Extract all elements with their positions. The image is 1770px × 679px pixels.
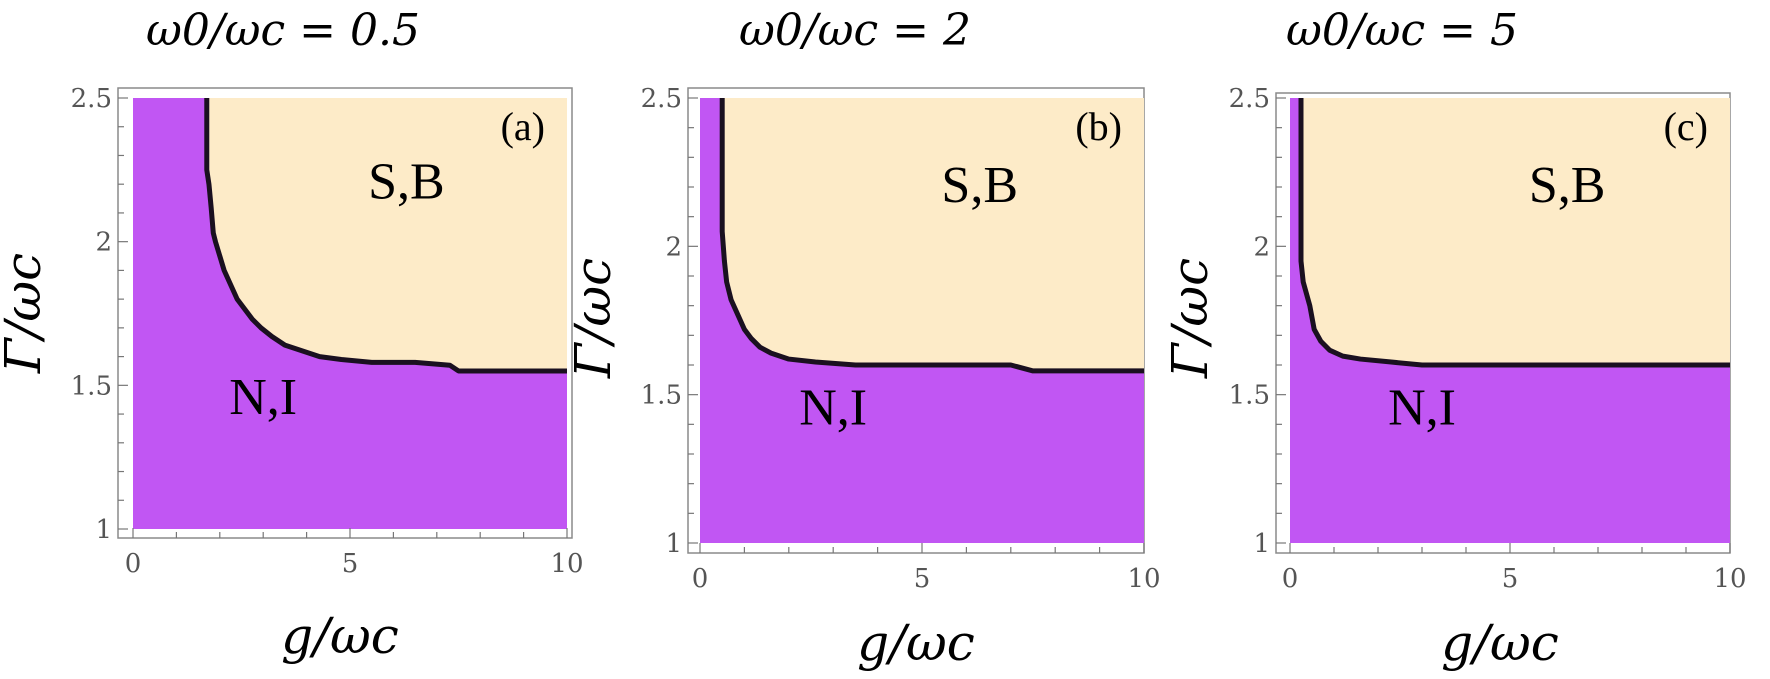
y-axis-label: Γ/ωc bbox=[564, 258, 622, 379]
region-upper-fill bbox=[206, 98, 567, 371]
y-axis-label: Γ/ωc bbox=[0, 253, 52, 374]
x-tick-label: 10 bbox=[1127, 564, 1160, 594]
phase-boundary-line bbox=[1298, 98, 1730, 368]
y-tick-label: 1 bbox=[1253, 529, 1270, 559]
x-tick-label: 0 bbox=[1282, 564, 1299, 594]
x-axis-label: g/ωc bbox=[281, 607, 399, 665]
y-axis-label: Γ/ωc bbox=[1161, 258, 1219, 379]
region-label-lower: N,I bbox=[229, 369, 297, 426]
x-axis-label: g/ωc bbox=[1441, 614, 1559, 672]
panel-letter: (a) bbox=[501, 104, 545, 149]
region-label-lower: N,I bbox=[1388, 379, 1456, 436]
y-tick-label: 2 bbox=[1253, 232, 1270, 262]
region-label-upper: S,B bbox=[368, 154, 445, 211]
y-tick-label: 2 bbox=[95, 228, 112, 258]
x-tick-label: 5 bbox=[914, 564, 931, 594]
y-tick-label: 1 bbox=[665, 529, 682, 559]
y-tick-label: 1.5 bbox=[71, 371, 112, 401]
x-tick-label: 5 bbox=[1502, 564, 1519, 594]
x-tick-label: 0 bbox=[692, 564, 709, 594]
x-tick-label: 10 bbox=[1713, 564, 1746, 594]
panel-title: ω0/ωc = 2 bbox=[739, 5, 971, 56]
region-label-lower: N,I bbox=[799, 379, 867, 436]
x-axis-label: g/ωc bbox=[857, 614, 975, 672]
y-tick-label: 1.5 bbox=[641, 381, 682, 411]
y-tick-label: 1 bbox=[95, 515, 112, 545]
panel-letter: (b) bbox=[1075, 104, 1122, 149]
y-tick-label: 2 bbox=[665, 232, 682, 262]
region-label-upper: S,B bbox=[1529, 157, 1606, 214]
region-upper-fill bbox=[1301, 98, 1730, 365]
panel-title: ω0/ωc = 0.5 bbox=[146, 5, 420, 56]
region-label-upper: S,B bbox=[941, 157, 1018, 214]
x-tick-label: 5 bbox=[342, 549, 359, 579]
y-tick-label: 2.5 bbox=[71, 84, 112, 114]
region-upper-fill bbox=[722, 98, 1144, 371]
panel-letter: (c) bbox=[1664, 104, 1708, 149]
panel-title: ω0/ωc = 5 bbox=[1286, 5, 1518, 56]
x-tick-label: 10 bbox=[550, 549, 583, 579]
y-tick-label: 1.5 bbox=[1229, 381, 1270, 411]
phase-boundary-line bbox=[719, 98, 1144, 374]
y-tick-label: 2.5 bbox=[1229, 84, 1270, 114]
phase-boundary-line bbox=[204, 98, 567, 374]
y-tick-label: 2.5 bbox=[641, 84, 682, 114]
x-tick-label: 0 bbox=[125, 549, 142, 579]
